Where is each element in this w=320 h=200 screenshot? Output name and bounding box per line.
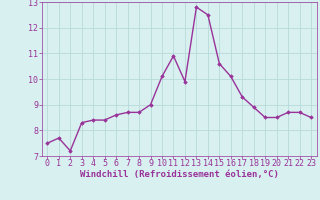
X-axis label: Windchill (Refroidissement éolien,°C): Windchill (Refroidissement éolien,°C) bbox=[80, 170, 279, 179]
